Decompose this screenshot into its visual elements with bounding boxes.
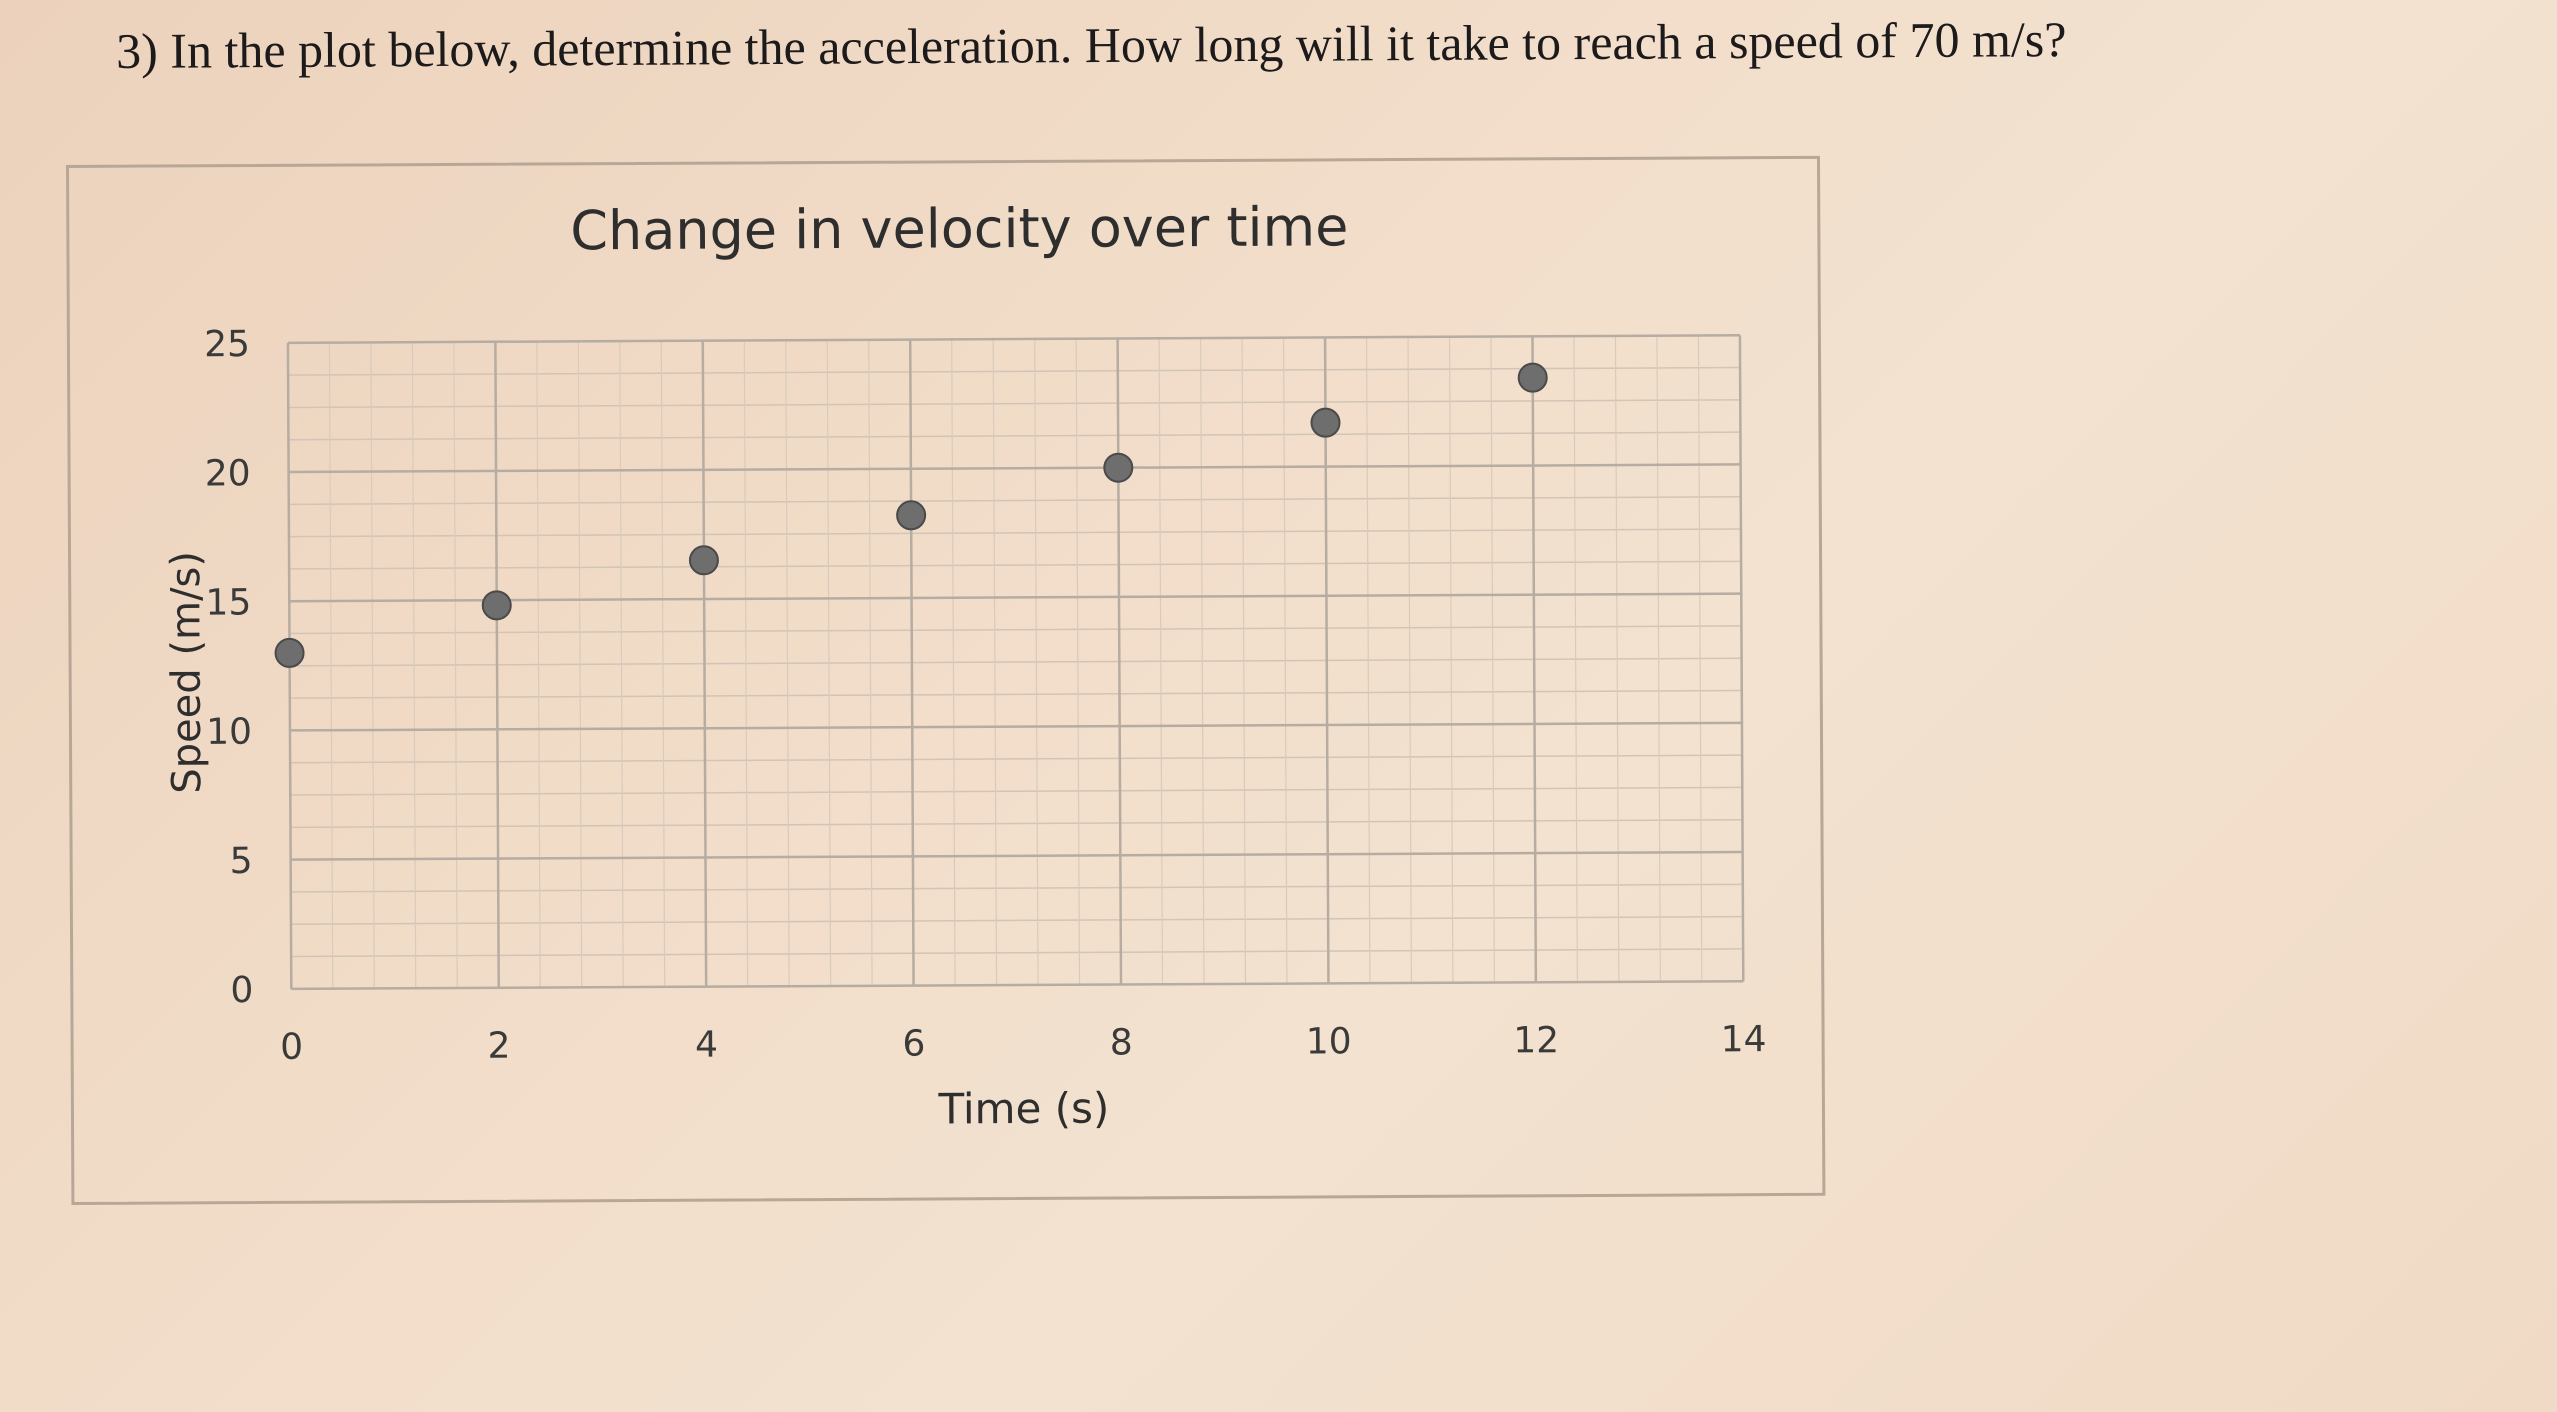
minor-gridline-x	[992, 339, 998, 986]
minor-gridline-x	[1573, 336, 1578, 983]
major-gridline-x	[1531, 336, 1538, 983]
chart-frame: Change in velocity over time Time (s) Sp…	[66, 155, 1826, 1205]
y-tick-label: 10	[206, 712, 252, 753]
data-point	[1103, 452, 1134, 483]
major-gridline-y	[287, 333, 1740, 345]
major-gridline-y	[289, 592, 1742, 603]
minor-gridline-x	[1241, 337, 1247, 984]
minor-gridline-y	[289, 560, 1742, 570]
major-gridline-y	[289, 721, 1742, 732]
minor-gridline-x	[1697, 335, 1703, 982]
minor-gridline-x	[1656, 335, 1661, 982]
data-point	[1310, 407, 1341, 438]
x-tick-label: 4	[695, 1025, 718, 1066]
minor-gridline-x	[1614, 335, 1620, 982]
minor-gridline-x	[1407, 336, 1413, 983]
minor-gridline-y	[290, 754, 1743, 764]
minor-gridline-y	[288, 431, 1741, 441]
y-tick-label: 20	[205, 453, 251, 494]
y-tick-label: 15	[205, 582, 251, 623]
minor-gridline-x	[1282, 337, 1288, 984]
x-tick-label: 6	[902, 1024, 925, 1065]
minor-gridline-y	[289, 689, 1742, 699]
major-gridline-x	[1116, 338, 1123, 985]
grid	[286, 333, 1745, 991]
y-axis-label: Speed (m/s)	[163, 551, 210, 794]
question-text: 3) In the plot below, determine the acce…	[116, 11, 2067, 79]
minor-gridline-y	[288, 399, 1741, 409]
major-gridline-x	[494, 341, 500, 988]
minor-gridline-y	[290, 883, 1743, 893]
minor-gridline-y	[289, 625, 1742, 635]
major-gridline-x	[1738, 335, 1745, 982]
major-gridline-x	[1323, 337, 1330, 984]
minor-gridline-y	[289, 657, 1742, 667]
major-gridline-y	[288, 463, 1741, 474]
x-tick-label: 8	[1110, 1022, 1133, 1063]
minor-gridline-y	[291, 948, 1744, 958]
minor-gridline-x	[660, 340, 666, 987]
x-tick-label: 14	[1721, 1019, 1767, 1060]
minor-gridline-x	[328, 342, 334, 989]
minor-gridline-y	[290, 786, 1743, 796]
minor-gridline-x	[1200, 338, 1205, 985]
minor-gridline-x	[619, 341, 624, 988]
minor-gridline-x	[743, 340, 749, 987]
minor-gridline-x	[1490, 336, 1495, 983]
data-point	[688, 545, 719, 576]
y-tick-label: 0	[230, 970, 253, 1011]
minor-gridline-x	[577, 341, 583, 988]
tick-labels: 0 5 10 15 20 25 0 2 4 6 8 10 12 14	[204, 324, 1767, 1068]
minor-gridline-x	[370, 342, 375, 989]
x-tick-label: 0	[280, 1027, 303, 1068]
minor-gridline-x	[1034, 338, 1039, 985]
minor-gridline-x	[785, 340, 790, 987]
minor-gridline-x	[536, 341, 541, 988]
velocity-time-chart: Change in velocity over time Time (s) Sp…	[163, 195, 1767, 1134]
y-tick-label: 25	[204, 324, 250, 365]
x-axis-label: Time (s)	[937, 1084, 1109, 1134]
y-tick-label: 5	[230, 841, 253, 882]
x-tick-label: 12	[1513, 1020, 1559, 1061]
minor-gridline-y	[288, 495, 1741, 506]
data-point	[1517, 362, 1548, 393]
minor-gridline-y	[290, 818, 1743, 829]
x-tick-label: 10	[1306, 1021, 1352, 1062]
minor-gridline-x	[1365, 337, 1371, 984]
major-gridline-x	[908, 339, 915, 986]
x-tick-label: 2	[487, 1026, 510, 1067]
minor-gridline-x	[411, 342, 417, 989]
major-gridline-y	[291, 979, 1744, 991]
minor-gridline-x	[1448, 336, 1454, 983]
minor-gridline-y	[288, 528, 1741, 538]
minor-gridline-x	[1075, 338, 1081, 985]
major-gridline-y	[290, 850, 1743, 861]
chart-title: Change in velocity over time	[570, 195, 1348, 262]
data-points	[274, 362, 1548, 668]
minor-gridline-y	[290, 915, 1743, 925]
minor-gridline-x	[868, 339, 873, 986]
minor-gridline-y	[288, 366, 1741, 376]
minor-gridline-x	[951, 339, 956, 986]
data-point	[274, 637, 305, 668]
data-point	[896, 500, 927, 531]
minor-gridline-x	[453, 341, 458, 988]
data-point	[481, 590, 512, 621]
minor-gridline-x	[826, 340, 832, 987]
major-gridline-x	[701, 340, 708, 987]
minor-gridline-x	[1158, 338, 1164, 985]
